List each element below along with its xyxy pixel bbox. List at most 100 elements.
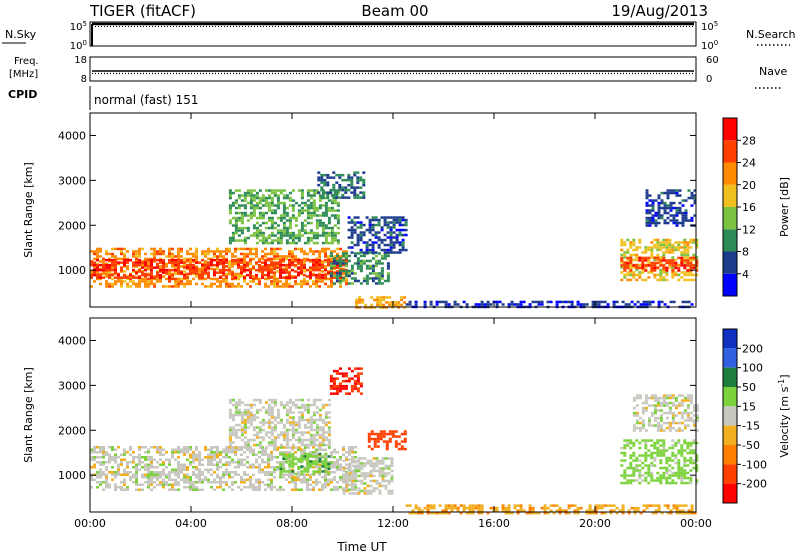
velocity-cell [354, 492, 358, 495]
velocity-cell [645, 506, 649, 510]
velocity-cell [686, 446, 690, 450]
velocity-cell [246, 441, 250, 444]
power-cell [333, 239, 337, 242]
velocity-cell [264, 471, 267, 474]
power-cell [321, 250, 324, 253]
power-cell [183, 261, 186, 264]
velocity-cell [267, 431, 271, 434]
velocity-cell [519, 509, 523, 512]
power-cell [294, 201, 298, 205]
power-cell [693, 201, 697, 205]
power-cell [358, 296, 362, 299]
velocity-cell [623, 474, 627, 477]
power-cell [324, 226, 328, 230]
velocity-cell [204, 448, 207, 451]
velocity-cell [677, 404, 681, 407]
power-cell [183, 270, 186, 273]
velocity-cell [695, 456, 699, 460]
velocity-cell [105, 473, 108, 476]
power-cell [359, 254, 363, 258]
power-cell [317, 176, 321, 179]
velocity-cell [168, 483, 171, 486]
velocity-cell [330, 466, 333, 469]
power-cell [231, 285, 234, 288]
power-cell [388, 301, 392, 304]
power-cell [332, 183, 336, 187]
power-cell [261, 271, 264, 274]
power-cell [195, 247, 198, 251]
power-cell [114, 255, 117, 258]
power-cell [318, 258, 321, 262]
velocity-cell [222, 456, 225, 459]
velocity-cell [666, 506, 670, 510]
velocity-cell [186, 451, 189, 454]
velocity-cell [252, 428, 256, 432]
power-cell [315, 241, 319, 245]
power-cell [692, 241, 696, 244]
velocity-cell [654, 504, 658, 507]
velocity-cell [659, 474, 663, 477]
velocity-cell [300, 472, 304, 476]
power-cell [383, 238, 387, 242]
velocity-cell [210, 473, 213, 476]
power-cell [656, 273, 660, 277]
velocity-cell [647, 481, 651, 485]
velocity-cell [677, 474, 681, 477]
velocity-cell [375, 487, 379, 490]
velocity-cell [347, 392, 351, 395]
power-cell [377, 243, 381, 247]
velocity-cell [165, 483, 168, 486]
power-cell [350, 226, 354, 229]
velocity-cell [662, 401, 666, 405]
velocity-cell [330, 471, 333, 474]
velocity-cell [147, 451, 150, 454]
power-cell [306, 252, 309, 256]
velocity-cell [695, 479, 699, 482]
power-cell [114, 271, 117, 274]
velocity-cell [356, 379, 360, 383]
velocity-cell [189, 478, 192, 481]
power-cell [341, 254, 345, 258]
power-cell [174, 270, 177, 273]
power-cell [388, 303, 392, 307]
velocity-cell [342, 459, 346, 463]
velocity-cell [246, 418, 250, 422]
power-cell [234, 229, 238, 232]
power-cell [234, 250, 237, 253]
power-cell [671, 264, 675, 267]
velocity-cell [240, 461, 243, 464]
power-cell [650, 269, 654, 272]
velocity-cell [321, 448, 324, 451]
velocity-cell [381, 472, 385, 475]
power-cell [288, 204, 292, 207]
velocity-cell [644, 451, 648, 455]
power-cell [309, 239, 313, 242]
velocity-cell [315, 455, 319, 458]
power-cell [225, 282, 228, 286]
power-cell [315, 250, 318, 253]
velocity-cell [171, 456, 174, 459]
velocity-cell [294, 488, 297, 491]
power-cell [186, 266, 189, 269]
power-cell [680, 253, 684, 257]
velocity-cell [255, 416, 259, 419]
power-cell [231, 224, 235, 227]
velocity-cell [336, 466, 339, 469]
power-cell [252, 199, 256, 202]
power-cell [398, 216, 402, 219]
power-cell [686, 256, 690, 259]
velocity-cell [258, 446, 262, 449]
velocity-cell [370, 432, 374, 436]
velocity-cell [120, 488, 123, 491]
velocity-cell [90, 466, 93, 469]
power-cell [186, 272, 189, 276]
power-cell [216, 255, 219, 258]
power-cell [338, 257, 342, 260]
power-cell [338, 196, 342, 199]
velocity-cell [288, 468, 291, 471]
power-cell [347, 196, 351, 199]
velocity-cell [357, 489, 361, 493]
velocity-cell [360, 489, 364, 493]
power-cell [96, 263, 99, 267]
velocity-cell [105, 451, 108, 454]
